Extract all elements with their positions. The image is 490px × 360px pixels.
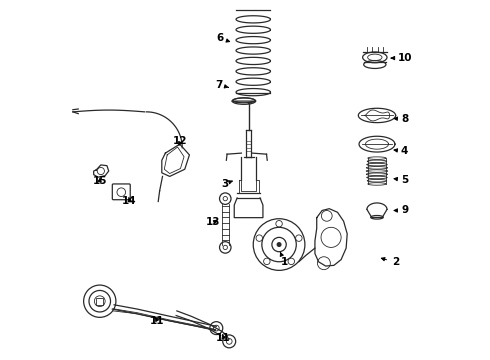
Text: 13: 13 (206, 217, 220, 227)
Text: 9: 9 (394, 206, 408, 216)
Text: 8: 8 (394, 114, 408, 124)
Bar (96, 298, 103, 305)
Text: 12: 12 (173, 136, 188, 146)
Text: 11: 11 (216, 333, 231, 343)
Text: 7: 7 (216, 80, 228, 90)
Text: 1: 1 (280, 252, 288, 267)
Text: 2: 2 (381, 257, 399, 267)
Text: 14: 14 (122, 196, 137, 206)
Text: 3: 3 (221, 179, 232, 189)
Text: 6: 6 (216, 33, 230, 43)
Circle shape (277, 243, 281, 246)
Text: 4: 4 (394, 146, 408, 156)
Text: 11: 11 (150, 316, 164, 325)
Text: 15: 15 (93, 176, 107, 186)
Text: 5: 5 (394, 175, 408, 185)
Text: 10: 10 (391, 53, 412, 63)
